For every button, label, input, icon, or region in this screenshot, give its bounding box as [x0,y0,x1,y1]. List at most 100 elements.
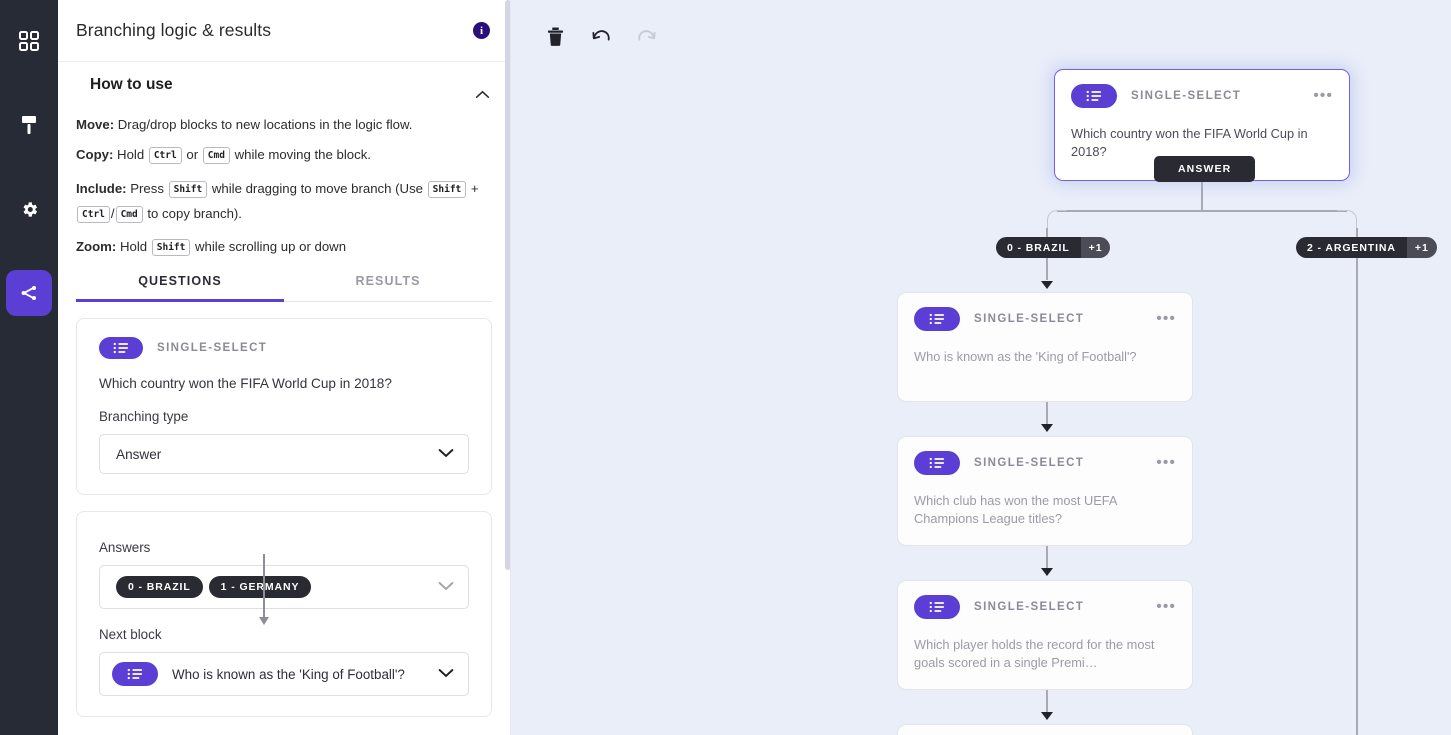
branching-type-value: Answer [116,446,162,462]
howto-move-text: Drag/drop blocks to new locations in the… [114,117,413,132]
next-block-value: Who is known as the 'King of Football'? [172,666,405,682]
panel-body: SINGLE-SELECT Which country won the FIFA… [58,302,510,717]
answers-to-next-connector [259,554,269,625]
list-select-icon [914,451,960,475]
chevron-down-icon [438,445,454,463]
answers-chip-list: 0 - BRAZIL 1 - GERMANY [116,576,312,598]
howto-zoom-text-a: Hold [116,238,151,254]
flow-node-partial-next[interactable] [897,724,1193,735]
edge-right-branch-down [1356,228,1358,735]
how-to-use-title: How to use [90,76,173,93]
branch-tag-label: 2 - ARGENTINA [1296,237,1407,258]
edge-right-branch-curve [1337,210,1357,230]
kbd-ctrl: Ctrl [148,146,182,164]
canvas-toolbar [541,22,661,50]
flow-node-header: SINGLE-SELECT ••• [914,451,1176,475]
sidebar-item-branching-logic[interactable] [6,270,52,316]
flow-node-type-badge: SINGLE-SELECT [974,313,1085,325]
flow-node-header: SINGLE-SELECT ••• [914,307,1176,331]
flow-node-root[interactable]: SINGLE-SELECT ••• Which country won the … [1054,69,1350,181]
howto-copy-text-b: while moving the block. [230,146,371,162]
list-select-icon [99,337,143,359]
chevron-down-icon [438,665,454,683]
list-select-icon [1071,84,1117,108]
tab-results[interactable]: RESULTS [355,274,421,288]
sidebar-item-dashboard[interactable] [6,18,52,64]
chevron-down-icon [438,578,454,596]
branch-tag-argentina[interactable]: 2 - ARGENTINA +1 [1296,237,1437,258]
flow-node-king-of-football[interactable]: SINGLE-SELECT ••• Who is known as the 'K… [897,292,1193,402]
left-nav-rail [0,0,58,735]
flow-node-question: Which player holds the record for the mo… [914,637,1155,671]
answer-badge: ANSWER [1154,156,1256,182]
edge-split-horizontal [1057,210,1347,212]
howto-copy-text-a: Hold [113,146,148,162]
edge-left-branch-curve [1047,210,1067,230]
undo-icon[interactable] [587,22,615,50]
info-icon[interactable]: i [473,22,490,39]
how-to-use-section: How to use Move: Drag/drop blocks to new… [58,62,510,256]
edge-root-down [1201,181,1203,211]
grid-icon [19,31,39,51]
branch-share-icon [19,283,39,303]
howto-include-text-a: Press [126,180,168,196]
flow-node-menu-icon[interactable]: ••• [1313,87,1333,104]
branching-type-select[interactable]: Answer [99,434,469,474]
branch-tag-brazil[interactable]: 0 - BRAZIL +1 [996,237,1111,258]
kbd-shift-1: Shift [168,180,208,198]
flow-node-menu-icon[interactable]: ••• [1156,598,1176,615]
kbd-cmd: Cmd [202,146,230,164]
flow-node-premier-goals[interactable]: SINGLE-SELECT ••• Which player holds the… [897,580,1193,690]
kbd-shift-2: Shift [427,180,467,198]
answers-label: Answers [99,540,151,555]
flow-node-header: SINGLE-SELECT ••• [1071,84,1333,108]
edge-node3-to-node4 [1046,546,1048,568]
answer-chip: 1 - GERMANY [208,576,312,598]
delete-icon[interactable] [541,22,569,50]
kbd-ctrl-2: Ctrl [77,205,110,223]
question-text: Which country won the FIFA World Cup in … [99,376,392,391]
chevron-up-icon[interactable] [475,86,490,104]
branch-tag-count: +1 [1080,237,1111,258]
logic-flow-canvas[interactable]: SINGLE-SELECT ••• Which country won the … [511,0,1451,735]
arrow-to-node-5 [1041,712,1053,720]
list-select-icon [914,595,960,619]
arrow-to-node-2 [1041,281,1053,289]
question-badge-row: SINGLE-SELECT [99,337,469,359]
howto-copy-label: Copy: [76,146,114,162]
howto-zoom-label: Zoom: [76,238,117,254]
sidebar-item-settings[interactable] [6,186,52,232]
arrow-to-node-4 [1041,568,1053,576]
arrow-to-node-3 [1041,424,1053,432]
howto-include-line: Include: Press Shift while dragging to m… [76,176,492,226]
howto-include-mid: while dragging to move branch (Use [208,180,427,196]
panel-scrollbar[interactable] [505,0,510,570]
panel-header: Branching logic & results i [58,0,510,62]
flow-node-menu-icon[interactable]: ••• [1156,310,1176,327]
list-select-icon [914,307,960,331]
answers-select[interactable]: 0 - BRAZIL 1 - GERMANY [99,565,469,609]
howto-move-line: Move: Drag/drop blocks to new locations … [76,116,492,134]
kbd-shift-3: Shift [151,239,191,256]
panel-tabs: QUESTIONS RESULTS [76,274,492,302]
howto-include-label: Include: [76,180,127,196]
sidebar-item-theme[interactable] [6,102,52,148]
flow-node-header: SINGLE-SELECT ••• [914,595,1176,619]
kbd-cmd-2: Cmd [115,205,143,223]
branching-type-label: Branching type [99,409,189,424]
howto-zoom-text-b: while scrolling up or down [191,238,347,254]
page-title: Branching logic & results [76,20,272,40]
next-block-label: Next block [99,627,162,642]
flow-node-question: Which club has won the most UEFA Champio… [914,493,1117,527]
flow-node-menu-icon[interactable]: ••• [1156,454,1176,471]
branch-tag-count: +1 [1406,237,1437,258]
tab-questions[interactable]: QUESTIONS [76,274,284,302]
howto-copy-line: Copy: Hold Ctrl or Cmd while moving the … [76,146,492,164]
next-block-inner: Who is known as the 'King of Football'? [112,662,405,686]
howto-include-slash: / [110,205,115,221]
brush-icon [20,115,38,135]
flow-node-uefa-titles[interactable]: SINGLE-SELECT ••• Which club has won the… [897,436,1193,546]
flow-node-type-badge: SINGLE-SELECT [974,601,1085,613]
next-block-select[interactable]: Who is known as the 'King of Football'? [99,652,469,696]
